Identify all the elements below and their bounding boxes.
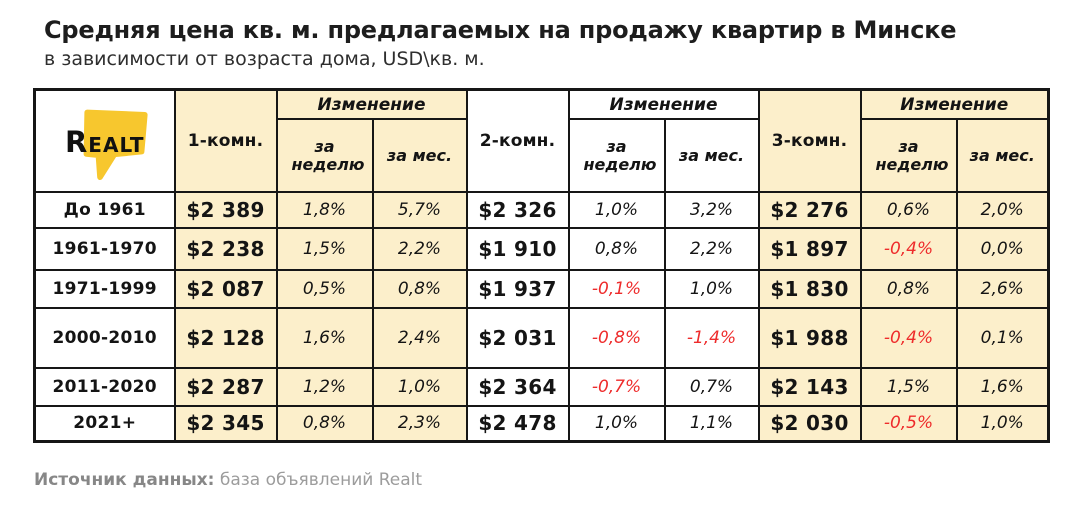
month-change-cell: 2,6%: [955, 269, 1050, 309]
month-change-cell: 3,2%: [663, 191, 760, 229]
month-change-cell: 0,7%: [663, 367, 760, 407]
month-change-cell: -1,4%: [663, 307, 760, 369]
row-label-cell: До 1961: [33, 191, 176, 229]
month-label: за мес.: [969, 145, 1035, 165]
week-change-cell: 0,8%: [567, 227, 666, 271]
page-title: Средняя цена кв. м. предлагаемых на прод…: [44, 16, 957, 44]
month-change-cell: 0,8%: [371, 269, 468, 309]
month-change-cell: 2,2%: [663, 227, 760, 271]
month-change-cell: 1,0%: [955, 405, 1050, 442]
speech-bubble-icon: [83, 109, 148, 180]
realt-logo: Realt: [38, 91, 172, 190]
col-header-month-2: за мес.: [663, 118, 760, 193]
data-source-text: база объявлений Realt: [219, 470, 423, 490]
page-subtitle: в зависимости от возраста дома, USD\кв. …: [44, 48, 485, 70]
col-header-change-1: Изменение: [275, 88, 468, 121]
row-label-cell: 2021+: [33, 405, 176, 442]
week-change-cell: 0,8%: [275, 405, 374, 442]
week-label: за неделю: [583, 136, 657, 174]
week-change-cell: -0,1%: [567, 269, 666, 309]
week-change-cell: -0,4%: [859, 307, 958, 369]
price-cell: $2 326: [465, 191, 570, 229]
price-cell: $2 389: [173, 191, 278, 229]
month-change-cell: 2,0%: [955, 191, 1050, 229]
week-change-cell: 1,0%: [567, 405, 666, 442]
week-change-cell: 1,5%: [275, 227, 374, 271]
price-cell: $2 087: [173, 269, 278, 309]
row-label-cell: 2000-2010: [33, 307, 176, 369]
week-change-cell: 1,2%: [275, 367, 374, 407]
table-row: 2021+ $2 345 0,8% 2,3% $2 478 1,0% 1,1% $2 030-…: [33, 405, 1050, 442]
table-row: 1961-1970 $2 238 1,5% 2,2% $1 910 0,8% 2,2% $1 …: [33, 227, 1050, 271]
week-change-cell: 0,6%: [859, 191, 958, 229]
col-header-month-1: за мес.: [371, 118, 468, 193]
price-cell: $2 478: [465, 405, 570, 442]
col-header-week-3: за неделю: [859, 118, 958, 193]
week-label: за неделю: [875, 136, 949, 174]
price-cell: $2 143: [757, 367, 862, 407]
month-change-cell: 0,1%: [955, 307, 1050, 369]
price-cell: $2 238: [173, 227, 278, 271]
row-label-cell: 2011-2020: [33, 367, 176, 407]
realt-logo-text: Realt: [64, 125, 145, 159]
row-label-cell: 1961-1970: [33, 227, 176, 271]
col-header-change-2: Изменение: [567, 88, 760, 121]
col-header-change-3: Изменение: [859, 88, 1050, 121]
table-row: 2000-2010 $2 128 1,6% 2,4% $2 031 -0,8% -1,4% $…: [33, 307, 1050, 369]
month-change-cell: 1,0%: [371, 367, 468, 407]
month-label: за мес.: [678, 145, 745, 165]
week-change-cell: 1,5%: [859, 367, 958, 407]
week-change-cell: 0,8%: [859, 269, 958, 309]
month-change-cell: 2,4%: [371, 307, 468, 369]
week-change-cell: -0,8%: [567, 307, 666, 369]
price-cell: $1 988: [757, 307, 862, 369]
price-cell: $2 287: [173, 367, 278, 407]
col-header-week-2: за неделю: [567, 118, 666, 193]
data-source-label: Источник данных:: [34, 470, 215, 490]
price-cell: $1 830: [757, 269, 862, 309]
week-change-cell: 1,8%: [275, 191, 374, 229]
price-table: Realt 1-комн. Изменение 2-комн. Изменени…: [33, 88, 1050, 443]
month-change-cell: 1,0%: [663, 269, 760, 309]
price-cell: $1 897: [757, 227, 862, 271]
week-change-cell: 1,0%: [567, 191, 666, 229]
week-change-cell: -0,5%: [859, 405, 958, 442]
price-cell: $2 030: [757, 405, 862, 442]
col-header-month-3: за мес.: [955, 118, 1050, 193]
month-change-cell: 0,0%: [955, 227, 1050, 271]
table-row: 1971-1999 $2 087 0,5% 0,8% $1 937 -0,1% 1,0% $1…: [33, 269, 1050, 309]
week-change-cell: 0,5%: [275, 269, 374, 309]
col-header-2room: 2-комн.: [465, 88, 570, 193]
month-label: за мес.: [386, 145, 453, 165]
month-change-cell: 1,1%: [663, 405, 760, 442]
price-cell: $2 364: [465, 367, 570, 407]
week-label: за неделю: [291, 136, 365, 174]
table-row: До 1961 $2 389 1,8% 5,7% $2 326 1,0% 3,2% $2 27…: [33, 191, 1050, 229]
week-change-cell: -0,7%: [567, 367, 666, 407]
month-change-cell: 2,2%: [371, 227, 468, 271]
table-header-row-top: Realt 1-комн. Изменение 2-комн. Изменени…: [33, 88, 1050, 193]
price-cell: $1 910: [465, 227, 570, 271]
week-change-cell: -0,4%: [859, 227, 958, 271]
data-source-note: Источник данных: база объявлений Realt: [34, 470, 422, 490]
price-cell: $2 128: [173, 307, 278, 369]
logo-cell: Realt: [33, 88, 176, 193]
price-cell: $1 937: [465, 269, 570, 309]
col-header-3room: 3-комн.: [757, 88, 862, 193]
price-cell: $2 345: [173, 405, 278, 442]
col-header-1room: 1-комн.: [173, 88, 278, 193]
month-change-cell: 1,6%: [955, 367, 1050, 407]
col-header-week-1: за неделю: [275, 118, 374, 193]
price-cell: $2 031: [465, 307, 570, 369]
week-change-cell: 1,6%: [275, 307, 374, 369]
table-row: 2011-2020 $2 287 1,2% 1,0% $2 364 -0,7% 0,7% $2…: [33, 367, 1050, 407]
table-header-row-sub: за неделю за мес. за неделю за мес. за н…: [35, 118, 1050, 193]
month-change-cell: 2,3%: [371, 405, 468, 442]
price-cell: $2 276: [757, 191, 862, 229]
month-change-cell: 5,7%: [371, 191, 468, 229]
row-label-cell: 1971-1999: [33, 269, 176, 309]
